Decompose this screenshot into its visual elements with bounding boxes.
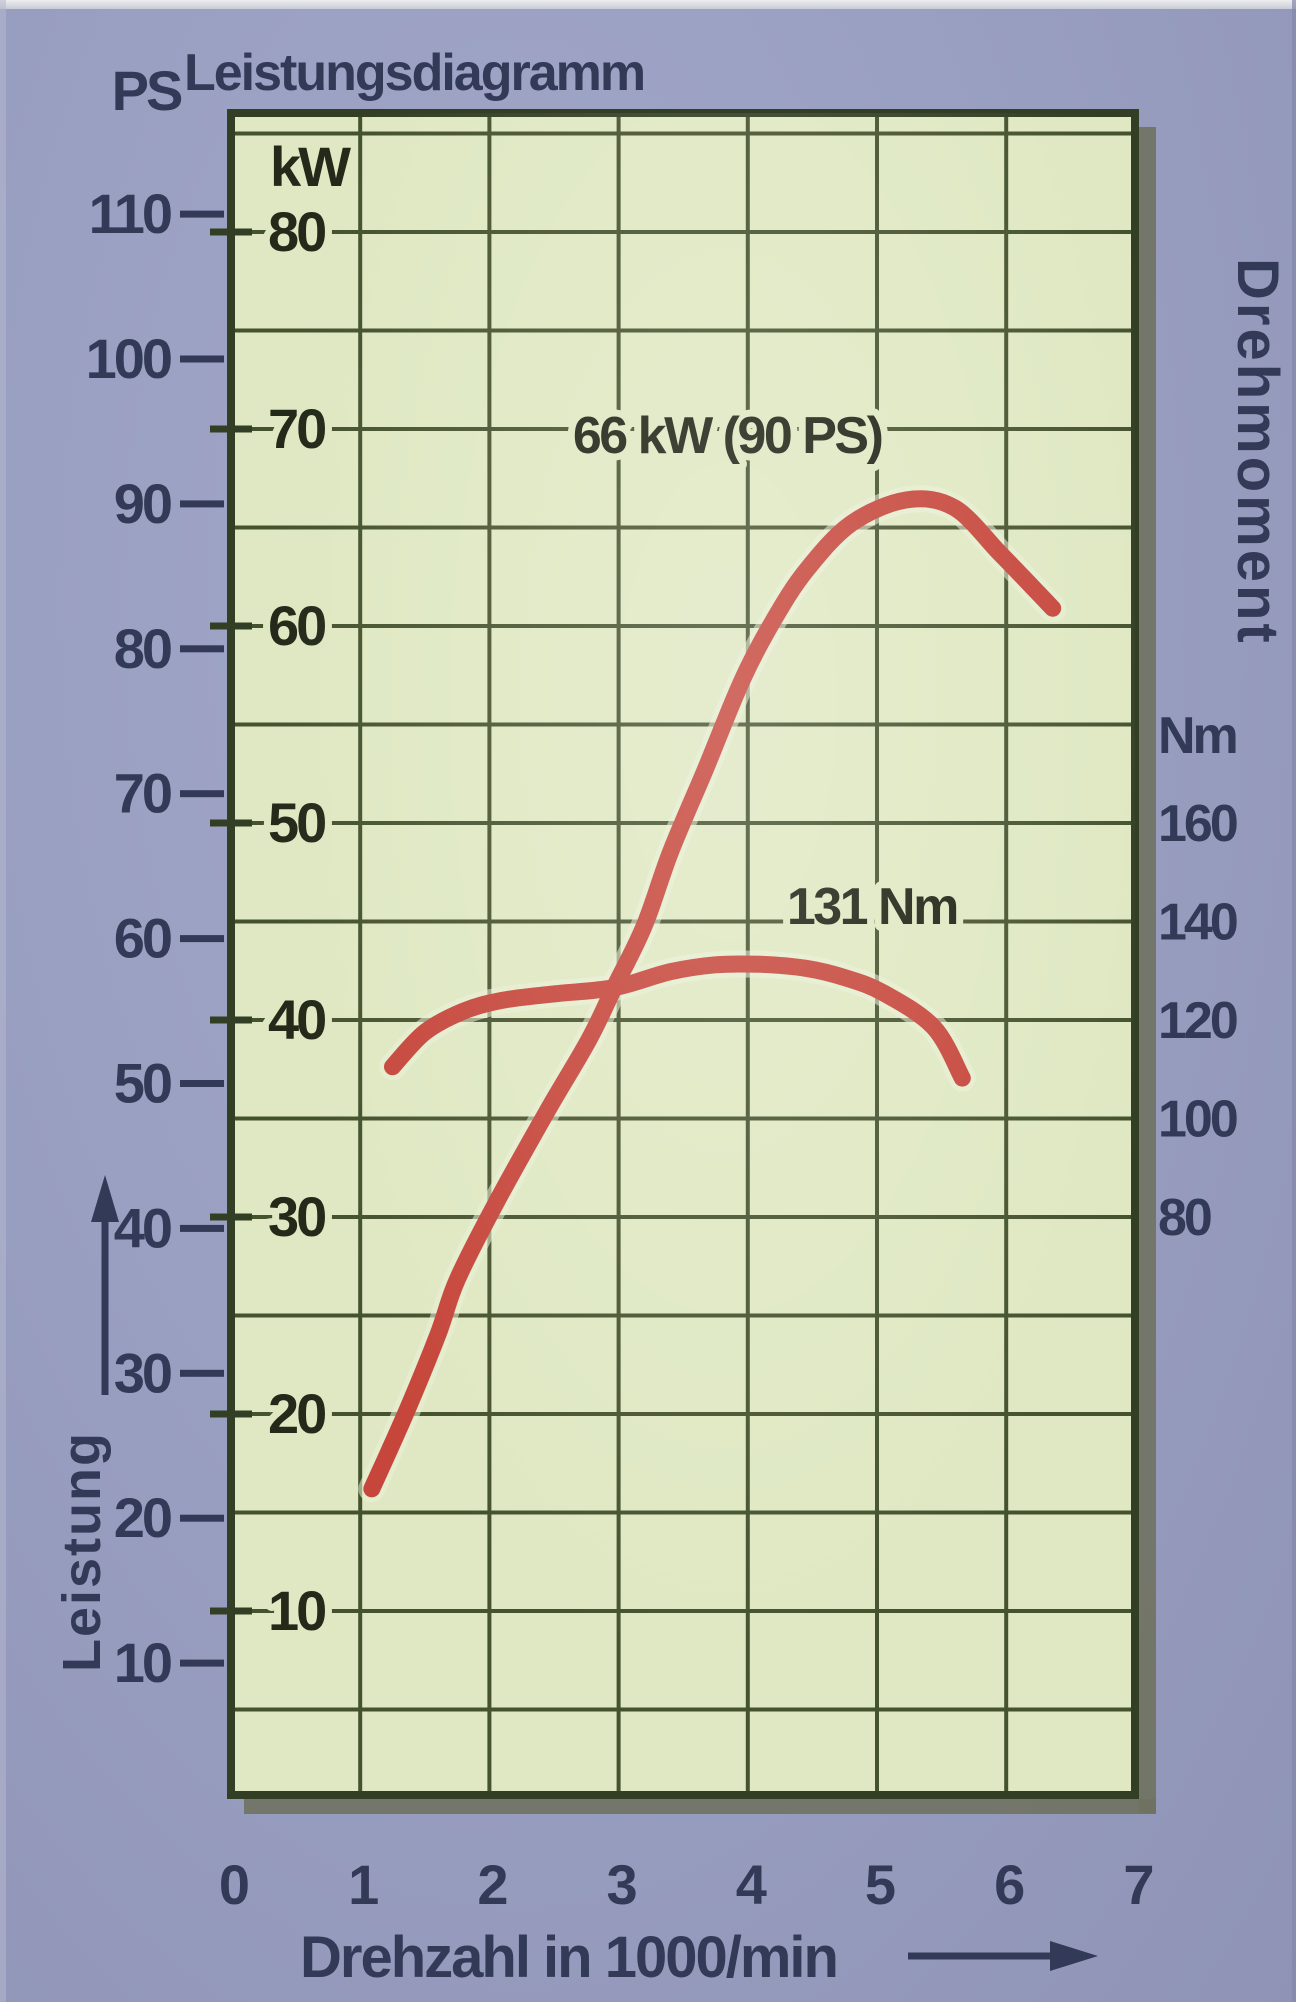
nm-tick-label-140: 140: [1158, 894, 1237, 952]
axis-tick-labels: 1101009080706050403020108070605040302010…: [86, 182, 1240, 1916]
torque-curve: [384, 955, 971, 1087]
ps-tick-10: [180, 1659, 224, 1667]
ps-tick-label-50: 50: [114, 1052, 171, 1115]
x-tick-label-7: 7: [1123, 1853, 1152, 1916]
x-tick-label-6: 6: [994, 1853, 1024, 1916]
nm-tick-label-80: 80: [1158, 1189, 1211, 1247]
x-tick-label-4: 4: [736, 1853, 767, 1916]
ps-tick-50: [180, 1080, 224, 1087]
ps-tick-label-70: 70: [114, 762, 171, 825]
nm-tick-label-160: 160: [1158, 795, 1237, 853]
ps-tick-100: [180, 355, 224, 363]
ps-tick-label-60: 60: [114, 907, 171, 970]
ps-tick-110: [180, 210, 224, 218]
plot-shadow-right: [1139, 127, 1156, 1813]
ps-tick-20: [180, 1514, 224, 1522]
x-tick-label-5: 5: [865, 1853, 895, 1916]
ps-tick-70: [180, 790, 224, 798]
scan-right-edge: [1292, 0, 1296, 2002]
kw-tick-label-50: 50: [268, 791, 325, 854]
kw-tick-label-80: 80: [268, 200, 325, 263]
leistung-axis-label: Leistung: [52, 1431, 112, 1672]
ps-tick-40: [180, 1224, 224, 1232]
ps-tick-label-30: 30: [114, 1341, 171, 1404]
plot-border-rect: [227, 109, 1139, 1799]
plot-border: [227, 109, 1139, 1799]
leistung-up-arrow: [91, 1175, 119, 1395]
ps-tick-80: [180, 645, 224, 653]
x-axis-title: Drehzahl in 1000/min: [300, 1925, 837, 1990]
kw-axis-unit-label: kW: [270, 135, 351, 198]
power-curve: [363, 490, 1062, 1498]
kw-tick-label-30: 30: [268, 1185, 325, 1248]
ps-tick-label-20: 20: [114, 1486, 171, 1549]
data-curves: [358, 485, 1067, 1503]
kw-tick-label-60: 60: [268, 594, 325, 657]
ps-tick-label-40: 40: [114, 1196, 171, 1259]
scan-left-edge: [0, 0, 6, 2002]
scan-top-edge: [0, 0, 1296, 9]
nm-tick-label-100: 100: [1158, 1091, 1237, 1149]
grid-lines: [234, 116, 1132, 1792]
nm-axis-unit-label: Nm: [1158, 707, 1237, 765]
plot-background: [231, 113, 1135, 1795]
x-tick-label-3: 3: [607, 1853, 637, 1916]
ps-axis-unit-label: PS: [112, 59, 182, 122]
drehmoment-axis-label: Drehmoment: [1225, 258, 1290, 646]
power-annotation: 66 kW (90 PS): [573, 407, 882, 465]
torque-annotation: 131 Nm: [787, 878, 957, 936]
x-tick-label-1: 1: [348, 1853, 378, 1916]
kw-tick-label-40: 40: [268, 988, 325, 1051]
kw-tick-label-20: 20: [268, 1382, 325, 1445]
plot-area: [231, 113, 1156, 1814]
nm-tick-label-120: 120: [1158, 992, 1237, 1050]
ps-tick-90: [180, 500, 224, 508]
ps-tick-label-90: 90: [114, 472, 171, 535]
ps-tick-60: [180, 935, 224, 943]
x-tick-label-2: 2: [477, 1853, 506, 1916]
plot-shadow-bottom: [244, 1799, 1156, 1814]
kw-tick-label-10: 10: [268, 1579, 325, 1642]
ps-tick-label-100: 100: [86, 327, 171, 390]
x-tick-label-0: 0: [219, 1853, 248, 1916]
ps-tick-label-110: 110: [89, 182, 171, 245]
ps-tick-label-10: 10: [114, 1631, 171, 1694]
ps-tick-30: [180, 1369, 224, 1377]
drehzahl-right-arrow: [908, 1941, 1098, 1971]
kw-tick-label-70: 70: [268, 397, 325, 460]
ps-tick-label-80: 80: [114, 617, 171, 680]
chart-title: Leistungsdiagramm: [184, 44, 644, 102]
